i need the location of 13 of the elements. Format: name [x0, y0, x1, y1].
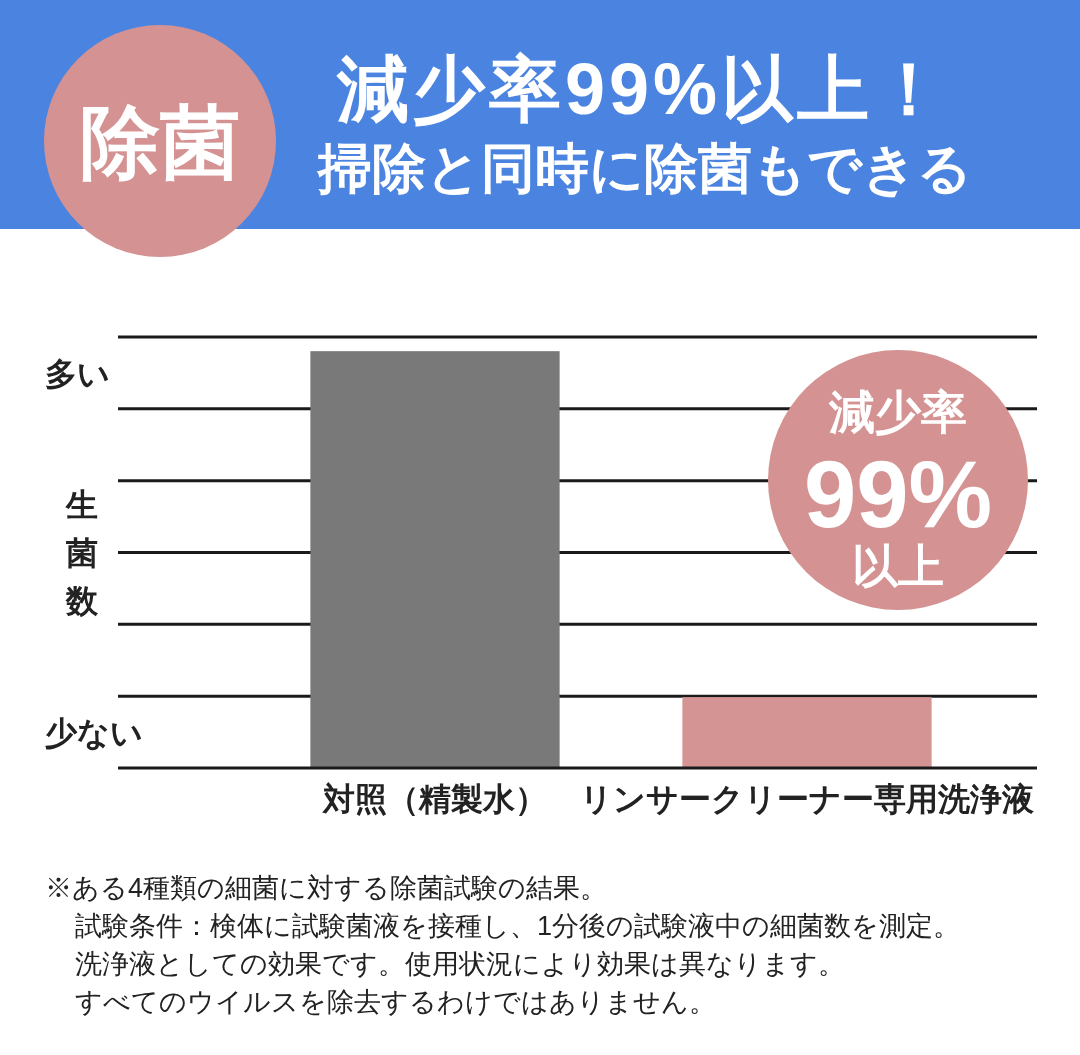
annotation: 減少率 — [829, 386, 967, 438]
annotation: 少ない — [45, 715, 143, 752]
x-tick-label: リンサークリーナー専用洗浄液 — [580, 781, 1034, 817]
annotation: 洗浄液としての効果です。使用状況により効果は異なります。 — [75, 949, 845, 979]
x-tick-label: 対照（精製水） — [323, 781, 547, 817]
annotation: ※ある4種類の細菌に対する除菌試験の結果。 — [45, 873, 608, 903]
annotation: 試験条件：検体に試験菌液を接種し、1分後の試験液中の細菌数を測定。 — [75, 911, 961, 941]
title: 減少率99%以上！ — [336, 49, 950, 129]
annotation: すべてのウイルスを除去するわけではありません。 — [75, 987, 716, 1017]
ylabel: 生菌数 — [66, 486, 98, 619]
annotation: 多い — [45, 355, 110, 392]
subtitle: 掃除と同時に除菌もできる — [318, 138, 972, 198]
annotation: 除菌 — [80, 98, 240, 187]
